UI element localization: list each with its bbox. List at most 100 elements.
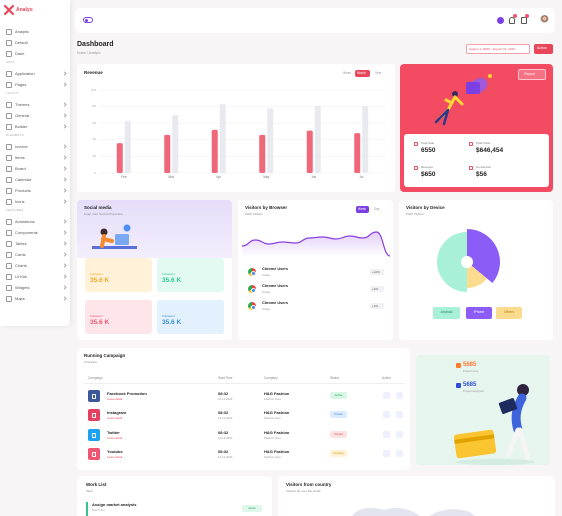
chart-tab[interactable]: Week bbox=[358, 207, 367, 211]
menu-item[interactable]: Maps bbox=[15, 295, 25, 301]
menu-icon bbox=[6, 252, 12, 258]
bar bbox=[267, 108, 274, 173]
menu-item[interactable]: Cards bbox=[15, 251, 26, 257]
card-title: Visitors from country bbox=[286, 482, 332, 487]
menu-chevron bbox=[62, 230, 67, 235]
tab-active[interactable] bbox=[356, 206, 369, 213]
user-avatar[interactable] bbox=[540, 15, 549, 25]
notification-icon[interactable] bbox=[509, 17, 515, 24]
menu-item[interactable]: Pages bbox=[15, 81, 27, 87]
tab-active[interactable] bbox=[355, 69, 370, 77]
menu-item[interactable]: Icons bbox=[15, 198, 25, 204]
edit-button[interactable] bbox=[383, 431, 390, 438]
menu-icon bbox=[6, 144, 12, 150]
menu-item[interactable]: Charts bbox=[15, 262, 27, 268]
browser-sub: Today bbox=[262, 289, 271, 294]
status-label: Active bbox=[334, 393, 343, 397]
chart-tab[interactable]: Day bbox=[374, 207, 380, 211]
delete-button[interactable] bbox=[396, 431, 403, 438]
tile-label: Followers bbox=[90, 314, 103, 318]
menu-item[interactable]: Themes bbox=[15, 101, 30, 107]
project-icon bbox=[456, 383, 461, 388]
chart-tab[interactable]: Week bbox=[343, 70, 352, 75]
report-button-label[interactable]: Report bbox=[524, 71, 535, 76]
menu-item[interactable]: Animations bbox=[15, 218, 35, 224]
chart-tab[interactable]: Year bbox=[375, 70, 382, 75]
delete-button[interactable] bbox=[396, 411, 403, 418]
x-tick-label: Apr bbox=[216, 175, 222, 179]
status-pill bbox=[330, 392, 347, 399]
bar bbox=[124, 120, 131, 173]
date-range-box[interactable] bbox=[466, 44, 530, 54]
menu-item[interactable]: Dash bbox=[15, 50, 25, 56]
cart-icon[interactable] bbox=[521, 17, 527, 24]
campaign-sub: Leave detail bbox=[107, 454, 123, 459]
change-pill bbox=[370, 303, 384, 309]
illustration-dot bbox=[488, 74, 492, 78]
table-header: Start Time bbox=[218, 376, 233, 380]
status-label: Closed bbox=[334, 432, 343, 436]
tile-value: 35.6 K bbox=[162, 277, 182, 284]
edit-button[interactable] bbox=[383, 450, 390, 457]
task-sub: Due 5 Jun bbox=[92, 508, 105, 512]
menu-chevron bbox=[62, 166, 67, 171]
stat-icon bbox=[469, 142, 473, 146]
edit-button[interactable] bbox=[383, 411, 390, 418]
menu-item[interactable]: Default bbox=[15, 39, 28, 45]
illustration-head bbox=[100, 228, 108, 236]
menu-item[interactable]: Builder bbox=[15, 123, 28, 129]
start-date: 12-12-2020 bbox=[218, 435, 233, 440]
pie-slice bbox=[437, 232, 467, 292]
y-tick-label: 20 bbox=[92, 153, 96, 158]
x-tick-label: Jun bbox=[311, 175, 317, 179]
company-sub: Fashion store bbox=[264, 454, 281, 459]
menu-item[interactable]: Components bbox=[15, 229, 38, 235]
report-button[interactable] bbox=[518, 69, 546, 80]
legend-label[interactable]: Android bbox=[440, 310, 453, 314]
menu-icon bbox=[6, 230, 12, 236]
company-name: H&G Fashion bbox=[264, 410, 290, 415]
chart-tab[interactable]: Month bbox=[357, 70, 366, 75]
brand-name: Analyo bbox=[16, 6, 33, 13]
menu-item[interactable]: Products bbox=[15, 187, 31, 193]
legend-label[interactable]: iPhone bbox=[473, 310, 485, 314]
menu-item[interactable]: Widgets bbox=[15, 284, 30, 290]
legend-label[interactable]: Others bbox=[503, 310, 515, 314]
menu-item[interactable]: Calendar bbox=[15, 176, 32, 182]
legend-button[interactable] bbox=[433, 307, 460, 319]
menu-item[interactable]: Application bbox=[15, 70, 35, 76]
menu-item[interactable]: Analytic bbox=[15, 28, 30, 34]
campaign-sub: Leave detail bbox=[107, 435, 123, 440]
menu-icon bbox=[6, 124, 12, 130]
menu-item[interactable]: General bbox=[15, 112, 30, 118]
browser-sub: Today bbox=[262, 306, 271, 311]
delete-button[interactable] bbox=[396, 450, 403, 457]
menu-item[interactable]: Tables bbox=[15, 240, 27, 246]
action-button[interactable] bbox=[534, 44, 553, 54]
edit-button[interactable] bbox=[383, 392, 390, 399]
menu-chevron bbox=[62, 82, 67, 87]
delete-button[interactable] bbox=[396, 392, 403, 399]
menu-item[interactable]: Invoice bbox=[15, 143, 28, 149]
bar bbox=[259, 134, 266, 173]
menu-toggle[interactable] bbox=[83, 17, 93, 23]
campaign-icon-glyph bbox=[92, 451, 96, 457]
browser-icon-center bbox=[250, 304, 256, 310]
tile-value: 35.6 K bbox=[162, 319, 182, 326]
illustration-head bbox=[517, 384, 529, 396]
legend-button[interactable] bbox=[466, 307, 492, 319]
status-pill bbox=[330, 450, 347, 457]
campaign-icon-glyph bbox=[92, 412, 96, 418]
menu-item[interactable]: Items bbox=[15, 154, 25, 160]
campaign-sub: Leave detail bbox=[107, 396, 123, 401]
action-button-label[interactable]: Action bbox=[537, 46, 547, 50]
pie-slice bbox=[467, 229, 500, 284]
menu-chevron bbox=[62, 296, 67, 301]
menu-item[interactable]: Board bbox=[15, 165, 26, 171]
legend-button[interactable] bbox=[496, 307, 522, 319]
card-title: Social media bbox=[84, 205, 112, 210]
search-icon[interactable] bbox=[497, 17, 504, 24]
campaign-icon bbox=[88, 409, 100, 421]
menu-item[interactable]: UI Kits bbox=[15, 273, 27, 279]
bar bbox=[314, 105, 321, 173]
